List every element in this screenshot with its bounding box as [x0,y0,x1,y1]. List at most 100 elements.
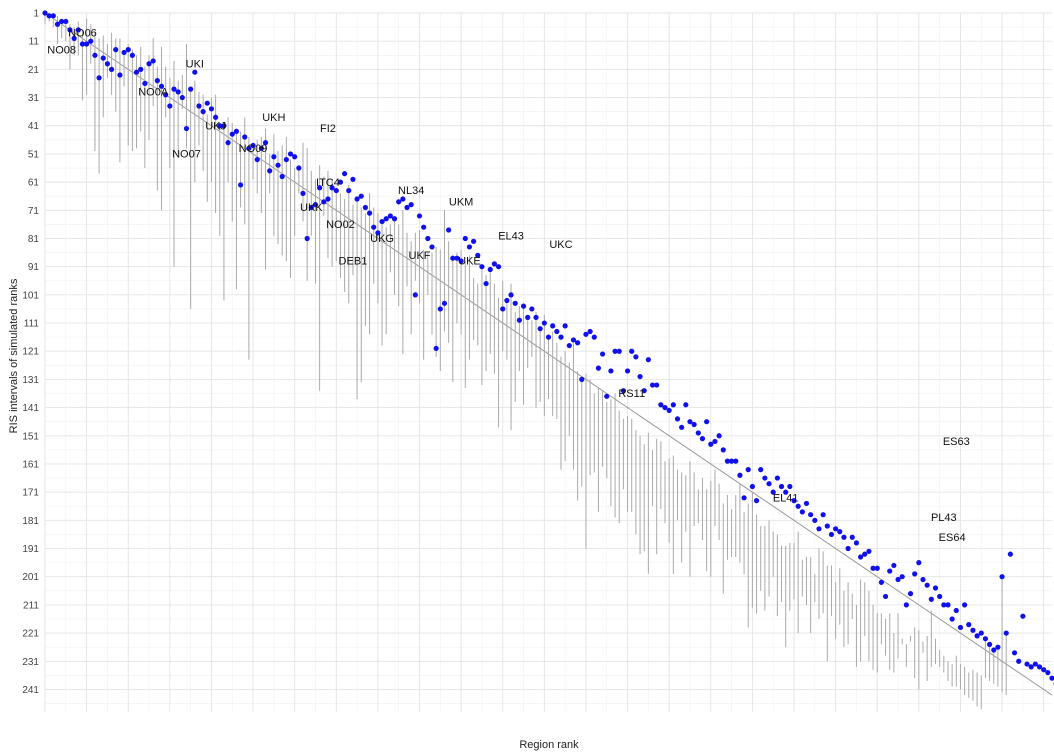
rank-point [641,388,647,394]
rank-point [595,365,602,371]
rank-point [421,224,427,230]
rank-point [350,176,356,182]
y-tick-label: 181 [22,516,39,527]
rank-point [753,498,760,504]
rank-point [75,27,81,33]
rank-point [362,204,369,211]
rank-point [1024,661,1030,667]
rank-point [795,503,801,509]
rank-point [491,261,498,267]
rank-point [762,475,768,481]
y-tick-label: 91 [28,262,40,273]
rank-point [912,571,918,577]
rank-point [183,125,190,132]
rank-point [516,317,522,323]
rank-point [462,235,468,242]
rank-point [113,47,119,53]
rank-point [287,151,294,157]
rank-point [108,66,115,72]
y-tick-label: 211 [23,600,39,611]
rank-point [583,331,589,337]
rank-point [154,78,160,84]
rank-point [928,596,934,602]
y-tick-label: 201 [22,572,39,583]
rank-point [466,244,473,250]
rank-point [941,602,947,608]
rank-point [267,168,273,174]
rank-point [828,531,835,538]
rank-point [604,393,610,399]
rank-point [745,467,751,473]
rank-point [533,314,539,321]
rank-point [579,376,585,383]
rank-point [554,328,560,335]
rank-point [749,483,755,490]
rank-point [1036,664,1043,670]
rank-point [699,436,706,442]
region-label: UKJ [205,120,226,132]
region-label: NO02 [326,219,355,231]
rank-point [1007,551,1013,557]
y-tick-label: 51 [28,149,40,160]
region-label: NO09 [239,143,268,155]
rank-point [1020,613,1026,619]
rank-point [279,173,285,180]
rank-point [870,565,876,571]
rank-point [570,337,577,343]
rank-point [404,204,410,211]
rank-point [1041,667,1047,673]
rank-point [479,264,485,270]
rank-point [192,69,198,75]
y-tick-label: 101 [22,290,39,301]
y-tick-label: 1 [33,9,39,20]
rank-point [308,204,314,211]
rank-point [575,340,581,346]
y-tick-label: 61 [28,178,40,189]
rank-point [970,627,976,633]
rank-point [88,38,94,44]
rank-point [446,227,452,233]
rank-point [720,447,726,453]
rank-point [300,190,306,196]
rank-point [387,213,393,219]
rank-point [599,351,606,357]
rank-point [962,602,968,608]
rank-point [637,373,643,380]
rank-point [283,156,289,163]
rank-point [196,103,202,109]
region-label: UKH [262,112,285,124]
rank-point [233,128,240,134]
rank-point [737,472,743,478]
rank-point [857,554,864,560]
rank-point [100,55,106,61]
rank-point [454,255,460,261]
rank-point [229,131,235,137]
y-tick-label: 121 [22,347,39,358]
rank-point [862,551,868,557]
rank-point [808,512,814,518]
rank-point [275,162,281,168]
rank-point [778,483,785,490]
rank-point [121,49,127,56]
rank-point [92,52,98,58]
rank-point [171,86,177,92]
rank-point [333,187,339,194]
rank-point [899,574,905,580]
rank-point [620,388,627,394]
rank-point [262,140,269,146]
rank-point [670,402,676,408]
rank-point [504,297,510,304]
rank-point [337,179,344,185]
region-label: UKM [449,196,473,208]
rank-point [907,591,914,597]
y-tick-label: 151 [22,431,39,442]
region-label: DEB1 [339,256,368,268]
rank-point [712,438,718,445]
rank-point [1032,661,1038,667]
rank-point [866,548,872,554]
rank-point [837,529,843,535]
region-label: NO08 [47,44,76,56]
rank-point [833,526,839,532]
rank-point [304,235,310,242]
rank-point [974,633,980,639]
